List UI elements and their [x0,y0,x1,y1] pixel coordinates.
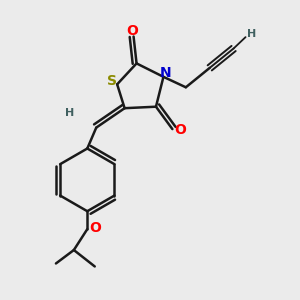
Text: H: H [65,108,75,118]
Text: N: N [160,66,172,80]
Text: O: O [89,220,101,235]
Text: O: O [174,123,186,137]
Text: H: H [248,28,257,38]
Text: S: S [107,74,117,88]
Text: O: O [126,24,138,38]
